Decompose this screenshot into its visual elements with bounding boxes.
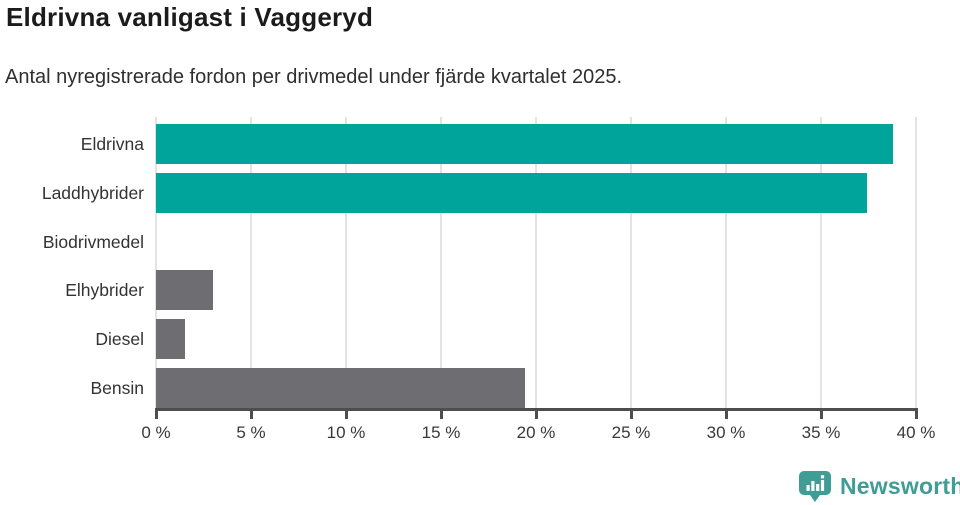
bar-elhybrider	[156, 270, 213, 311]
category-label-biodrivmedel: Biodrivmedel	[42, 231, 144, 252]
chart-subtitle: Antal nyregistrerade fordon per drivmede…	[5, 66, 623, 88]
tick-label-20: 20 %	[516, 423, 556, 442]
tick-mark-35	[819, 411, 823, 419]
gridline-15	[440, 117, 442, 408]
gridline-5	[250, 117, 252, 408]
gridline-35	[820, 117, 822, 408]
chart-title: Eldrivna vanligast i Vaggeryd	[6, 2, 374, 32]
category-label-eldrivna: Eldrivna	[80, 134, 144, 154]
tick-label-30: 30 %	[706, 423, 746, 442]
gridline-40	[915, 117, 917, 408]
newsworthy-logo-text: Newsworthy	[840, 473, 960, 499]
bar-bensin	[156, 368, 525, 408]
category-label-diesel: Diesel	[95, 329, 144, 350]
tick-mark-5	[249, 411, 253, 419]
category-label-bensin: Bensin	[90, 378, 144, 398]
category-label-laddhybrider: Laddhybrider	[41, 182, 144, 203]
bar-laddhybrider	[156, 172, 867, 213]
gridline-25	[630, 117, 632, 408]
newsworthy-bubble-chart-icon	[799, 471, 831, 502]
tick-label-25: 25 %	[611, 423, 651, 442]
tick-mark-10	[344, 411, 348, 419]
tick-label-5: 5 %	[236, 423, 266, 442]
tick-label-10: 10 %	[326, 423, 366, 442]
tick-mark-20	[534, 411, 538, 419]
tick-mark-0	[154, 411, 158, 419]
tick-mark-15	[439, 411, 443, 419]
tick-mark-40	[914, 411, 918, 419]
gridline-30	[725, 117, 727, 408]
tick-mark-25	[629, 411, 633, 419]
newsworthy-logo: Newsworthy	[798, 470, 960, 503]
gridline-0	[155, 117, 157, 408]
x-axis-line	[155, 408, 918, 411]
bar-diesel	[156, 319, 185, 360]
gridline-10	[345, 117, 347, 408]
tick-mark-30	[724, 411, 728, 419]
tick-label-15: 15 %	[421, 423, 461, 442]
gridline-20	[535, 117, 537, 408]
tick-label-35: 35 %	[801, 423, 841, 442]
tick-label-40: 40 %	[896, 423, 936, 442]
category-label-elhybrider: Elhybrider	[65, 280, 144, 301]
bar-eldrivna	[156, 124, 894, 164]
tick-label-0: 0 %	[141, 423, 171, 442]
